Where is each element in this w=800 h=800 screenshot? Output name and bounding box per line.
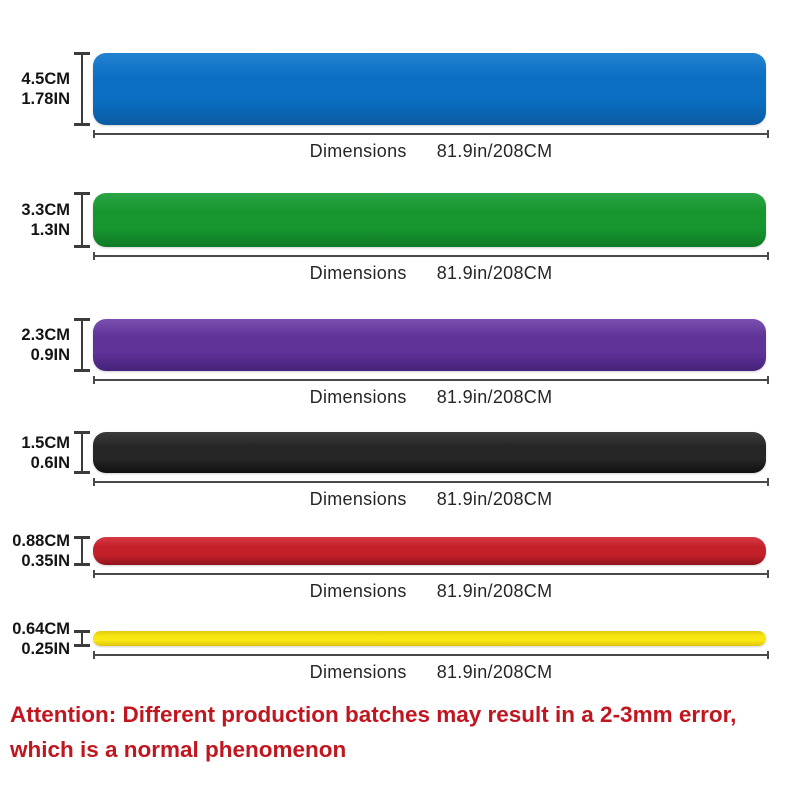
attention-line-2: which is a normal phenomenon	[10, 737, 347, 762]
length-value: 81.9in/208CM	[436, 489, 553, 509]
band-row-blue: 4.5CM 1.78IN Dimensions 81.9in/208CM	[0, 52, 800, 161]
band-row-green: 3.3CM 1.3IN Dimensions 81.9in/208CM	[0, 192, 800, 283]
height-bracket-icon	[74, 630, 90, 647]
size-label-in: 0.35IN	[21, 552, 70, 570]
size-label-in: 0.6IN	[30, 453, 70, 472]
length-dimension-line	[93, 570, 769, 578]
band-row-yellow: 0.64CM 0.25IN Dimensions 81.9in/208CM	[0, 620, 800, 682]
length-dimension-text: Dimensions 81.9in/208CM	[93, 387, 769, 408]
size-label-in: 1.3IN	[30, 221, 70, 239]
resistance-band-black	[93, 432, 766, 473]
attention-line-1: Attention: Different production batches …	[10, 702, 737, 727]
band-row-black: 1.5CM 0.6IN Dimensions 81.9in/208CM	[0, 431, 800, 509]
size-label: 1.5CM 0.6IN	[0, 433, 70, 473]
size-label-cm: 1.5CM	[21, 433, 70, 452]
length-value: 81.9in/208CM	[436, 387, 553, 407]
length-dimension-line	[93, 376, 769, 384]
height-bracket-icon	[74, 318, 90, 372]
size-label-in: 1.78IN	[21, 90, 70, 108]
size-label: 3.3CM 1.3IN	[0, 200, 70, 240]
size-label: 4.5CM 1.78IN	[0, 69, 70, 109]
length-value: 81.9in/208CM	[436, 263, 553, 283]
dimensions-label: Dimensions	[309, 387, 407, 407]
size-label-cm: 0.88CM	[12, 532, 70, 550]
resistance-band-blue	[93, 53, 766, 125]
size-label-in: 0.25IN	[21, 639, 70, 658]
length-dimension-line	[93, 252, 769, 260]
length-value: 81.9in/208CM	[436, 662, 553, 682]
size-label-in: 0.9IN	[30, 346, 70, 364]
dimensions-label: Dimensions	[309, 141, 407, 161]
band-row-purple: 2.3CM 0.9IN Dimensions 81.9in/208CM	[0, 318, 800, 407]
size-label: 2.3CM 0.9IN	[0, 325, 70, 365]
length-dimension-text: Dimensions 81.9in/208CM	[93, 141, 769, 162]
size-label: 0.88CM 0.35IN	[0, 531, 70, 571]
dimensions-label: Dimensions	[309, 581, 407, 601]
length-dimension-line	[93, 130, 769, 138]
size-label: 0.64CM 0.25IN	[0, 619, 70, 659]
resistance-band-red	[93, 537, 766, 565]
size-label-cm: 3.3CM	[21, 201, 70, 219]
resistance-band-yellow	[93, 631, 766, 646]
attention-note: Attention: Different production batches …	[10, 697, 798, 767]
height-bracket-icon	[74, 431, 90, 474]
resistance-band-green	[93, 193, 766, 247]
size-label-cm: 4.5CM	[21, 70, 70, 88]
dimensions-label: Dimensions	[309, 662, 407, 682]
height-bracket-icon	[74, 52, 90, 126]
resistance-band-purple	[93, 319, 766, 371]
length-value: 81.9in/208CM	[436, 581, 553, 601]
length-dimension-text: Dimensions 81.9in/208CM	[93, 263, 769, 284]
length-dimension-line	[93, 478, 769, 486]
length-dimension-line	[93, 651, 769, 659]
band-row-red: 0.88CM 0.35IN Dimensions 81.9in/208CM	[0, 532, 800, 601]
length-dimension-text: Dimensions 81.9in/208CM	[93, 662, 769, 683]
length-value: 81.9in/208CM	[436, 141, 553, 161]
length-dimension-text: Dimensions 81.9in/208CM	[93, 489, 769, 510]
dimensions-label: Dimensions	[309, 263, 407, 283]
length-dimension-text: Dimensions 81.9in/208CM	[93, 581, 769, 602]
size-label-cm: 2.3CM	[21, 326, 70, 344]
dimensions-label: Dimensions	[309, 489, 407, 509]
height-bracket-icon	[74, 192, 90, 248]
size-label-cm: 0.64CM	[12, 619, 70, 638]
height-bracket-icon	[74, 536, 90, 566]
